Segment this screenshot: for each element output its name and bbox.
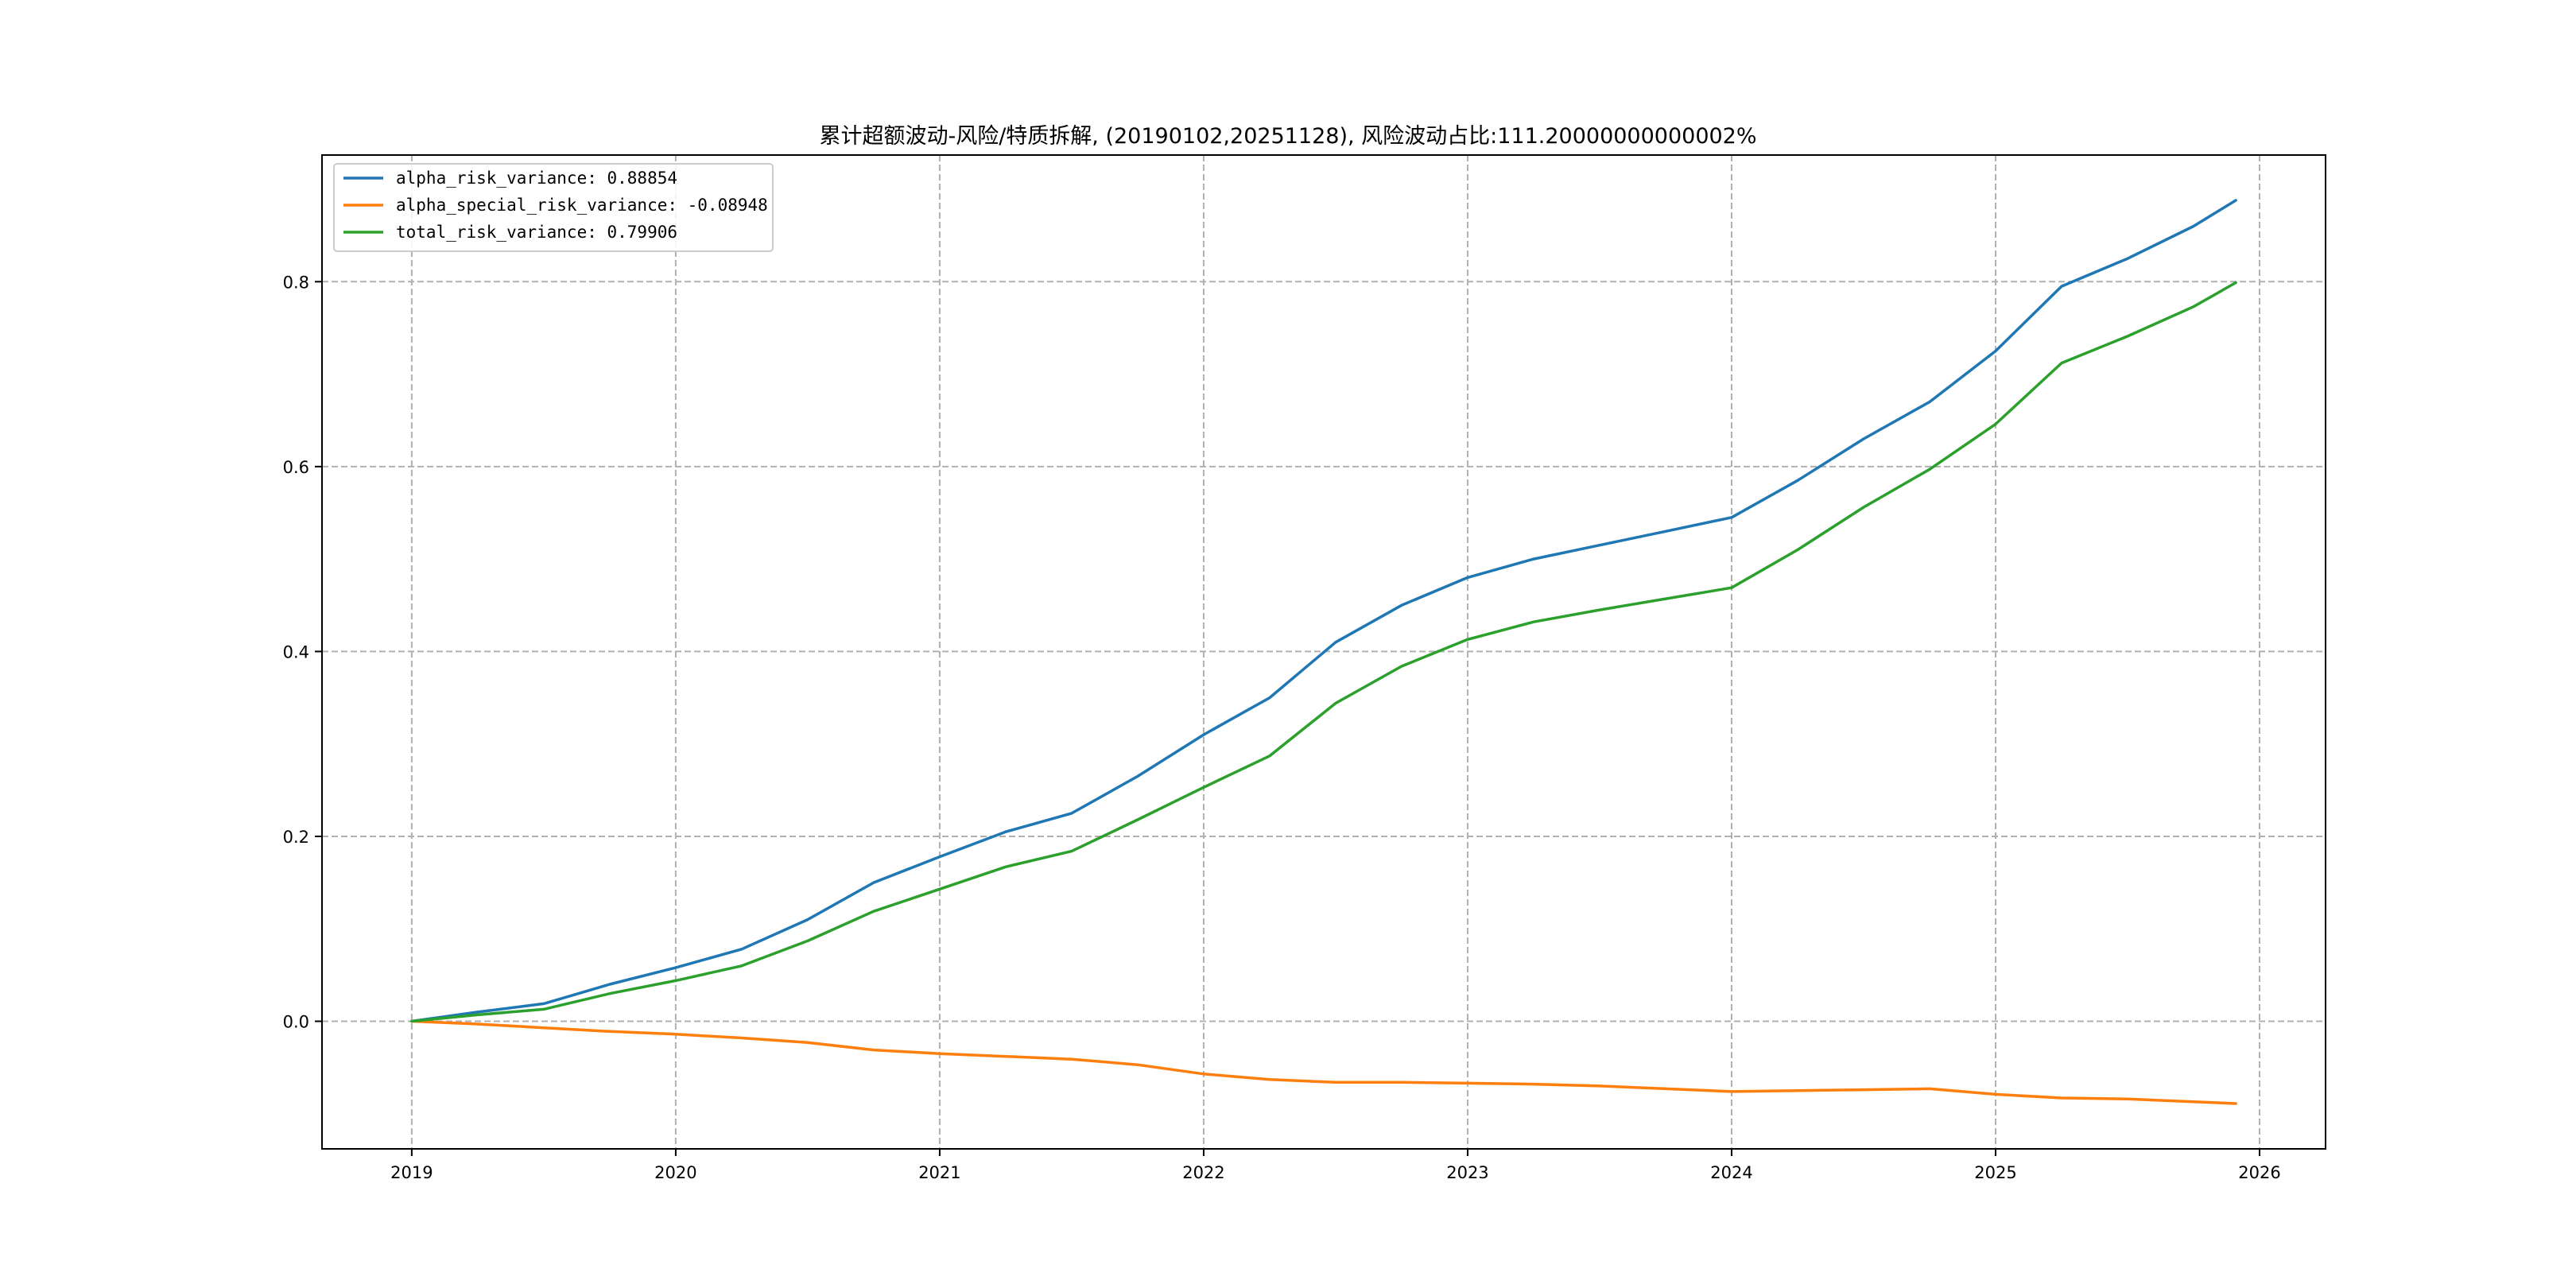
legend-label-alpha_risk_variance: alpha_risk_variance: 0.88854 [396, 169, 677, 188]
y-tick-label: 0.6 [283, 458, 309, 477]
x-tick-label: 2024 [1710, 1163, 1752, 1182]
legend-box [333, 163, 774, 252]
grid [322, 155, 2326, 1149]
series-line-alpha_risk_variance [410, 199, 2237, 1023]
x-tick-label: 2026 [2238, 1163, 2280, 1182]
y-tick-label: 0.4 [283, 642, 309, 661]
y-tick-label: 0.2 [283, 828, 309, 847]
series-line-alpha_special_risk_variance [410, 1019, 2237, 1105]
series-lines [410, 199, 2237, 1105]
series-line-total_risk_variance [410, 281, 2237, 1023]
y-tick-label: 0.8 [283, 273, 309, 292]
legend: alpha_risk_variance: 0.88854 alpha_specia… [333, 163, 774, 252]
legend-label-alpha_special_risk_variance: alpha_special_risk_variance: -0.08948 [396, 196, 768, 215]
x-tick-label: 2023 [1446, 1163, 1488, 1182]
chart-title: 累计超额波动-风险/特质拆解, (20190102,20251128), 风险波… [819, 124, 1756, 149]
x-tick-label: 2022 [1182, 1163, 1224, 1182]
y-tick-label: 0.0 [283, 1013, 309, 1032]
legend-label-total_risk_variance: total_risk_variance: 0.79906 [396, 223, 677, 242]
x-tick-label: 2019 [390, 1163, 433, 1182]
axis-ticks: 2019 2020 2021 2022 2023 2024 2025 2026 0.0 0.2 0.… [283, 273, 2281, 1182]
x-tick-label: 2021 [918, 1163, 960, 1182]
x-tick-label: 2020 [654, 1163, 696, 1182]
x-tick-label: 2025 [1974, 1163, 2016, 1182]
